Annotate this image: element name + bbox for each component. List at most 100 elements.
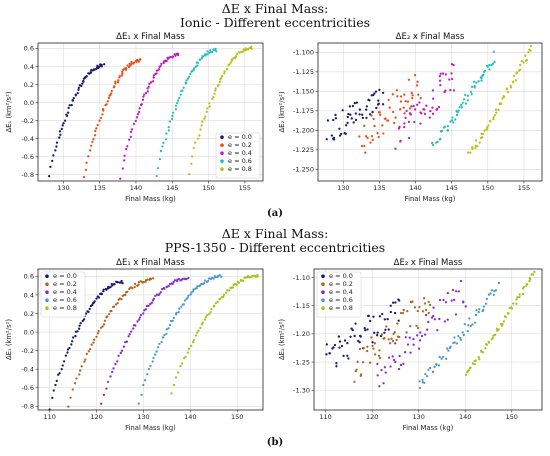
data-point	[443, 320, 447, 323]
figure-b-title-line2: PPS-1350 - Different eccentricities	[164, 240, 386, 255]
data-point	[126, 290, 129, 293]
data-point	[172, 383, 175, 387]
data-point	[453, 341, 456, 344]
data-point	[423, 108, 426, 111]
data-point	[332, 346, 335, 349]
data-point	[470, 85, 474, 88]
data-point	[366, 136, 369, 140]
data-point	[474, 313, 478, 317]
y-tick-label: -1.20	[293, 330, 310, 338]
data-point	[130, 60, 133, 64]
data-point	[389, 310, 392, 314]
series-e---0-0	[325, 88, 385, 141]
plot-frame	[37, 42, 264, 182]
data-point	[438, 75, 442, 78]
data-point	[483, 69, 487, 73]
data-point	[344, 132, 347, 135]
data-point	[418, 101, 421, 104]
data-point	[235, 52, 239, 56]
data-point	[237, 281, 241, 284]
y-tick-label: -0.2	[21, 347, 34, 355]
data-point	[178, 307, 181, 310]
data-point	[333, 343, 337, 347]
data-point	[367, 314, 370, 318]
data-point	[390, 337, 393, 340]
data-point	[130, 128, 134, 131]
data-point	[152, 277, 155, 280]
data-point	[127, 335, 130, 338]
data-point	[206, 313, 209, 317]
data-point	[489, 292, 492, 295]
x-axis-label: Final Mass (kg)	[125, 424, 176, 432]
data-point	[426, 328, 429, 331]
data-point	[196, 61, 200, 64]
data-point	[405, 331, 408, 334]
data-point	[522, 292, 525, 296]
data-point	[399, 311, 403, 315]
legend-label: e = 0.0	[53, 272, 77, 280]
data-point	[346, 121, 349, 124]
data-point	[174, 54, 177, 57]
data-point	[408, 107, 412, 110]
data-point	[77, 327, 81, 330]
data-point	[506, 91, 510, 94]
data-point	[113, 283, 116, 286]
data-point	[355, 368, 358, 371]
y-tick-label: -1.100	[293, 49, 314, 57]
data-point	[417, 347, 421, 350]
data-point	[473, 363, 476, 366]
data-point	[185, 277, 188, 281]
data-point	[121, 282, 124, 285]
data-point	[147, 304, 150, 308]
data-point	[172, 316, 175, 320]
data-point	[205, 110, 208, 114]
data-point	[130, 63, 133, 66]
data-point	[214, 47, 217, 51]
data-point	[159, 291, 162, 294]
data-point	[495, 111, 498, 114]
data-point	[63, 119, 67, 122]
data-point	[187, 294, 190, 297]
y-axis-label: ΔE₂ (km²/s²)	[278, 319, 286, 360]
data-point	[412, 343, 415, 346]
data-point	[91, 140, 94, 144]
data-point	[120, 298, 123, 301]
legend-label: e = 0.0	[228, 133, 252, 141]
data-point	[469, 366, 472, 369]
data-point	[474, 359, 477, 362]
data-point	[473, 86, 476, 89]
legend: e = 0.0e = 0.2e = 0.4e = 0.6e = 0.8	[40, 271, 86, 318]
data-point	[128, 138, 131, 141]
legend-marker	[321, 290, 325, 294]
data-point	[155, 174, 158, 178]
data-point	[130, 330, 133, 333]
data-point	[416, 309, 419, 313]
data-point	[424, 333, 427, 336]
y-tick-label: -1.25	[293, 358, 310, 366]
data-point	[378, 349, 381, 352]
data-point	[201, 321, 204, 324]
data-point	[200, 282, 203, 286]
legend-label: e = 0.2	[228, 141, 252, 149]
data-point	[480, 349, 483, 352]
legend-box	[215, 132, 261, 179]
legend-marker	[220, 159, 224, 163]
legend-label: e = 0.4	[53, 288, 77, 296]
data-point	[485, 343, 488, 346]
data-point	[467, 369, 470, 372]
data-point	[340, 344, 344, 348]
data-point	[403, 126, 406, 129]
data-point	[370, 114, 373, 117]
y-tick-label: -1.125	[293, 68, 314, 76]
data-point	[353, 380, 356, 383]
legend-marker	[45, 290, 49, 294]
data-point	[222, 293, 226, 296]
data-point	[398, 299, 401, 302]
data-point	[188, 172, 191, 176]
data-point	[349, 335, 352, 338]
data-point	[455, 113, 459, 117]
data-point	[373, 342, 377, 345]
data-point	[213, 92, 216, 95]
data-point	[492, 50, 495, 53]
data-point	[418, 380, 421, 383]
